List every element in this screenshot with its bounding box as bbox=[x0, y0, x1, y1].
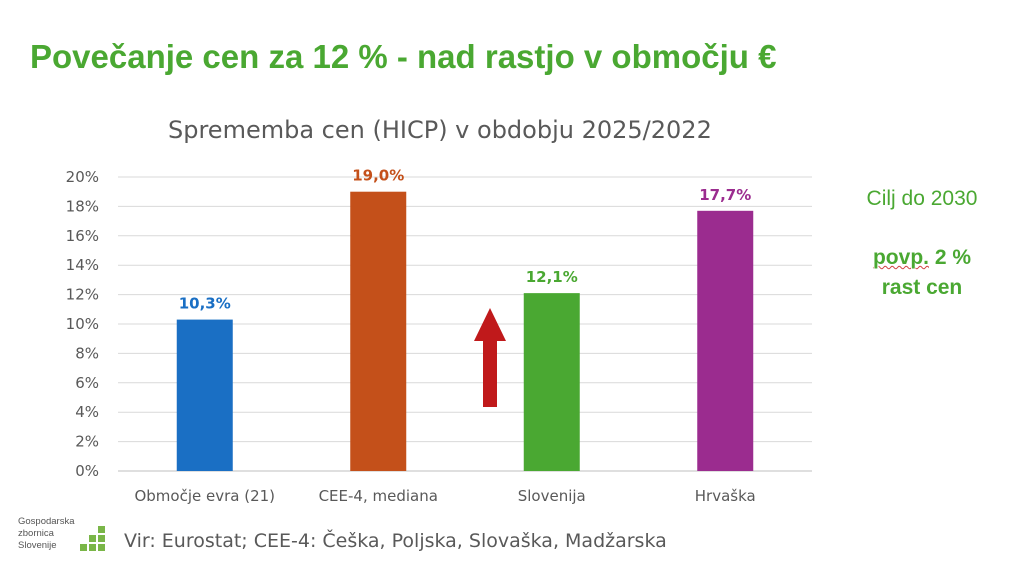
y-tick-label: 4% bbox=[75, 403, 99, 421]
y-axis-tick-labels: 0% 2% 4% 6% 8% 10% 12% 14% 16% 18% 20% bbox=[66, 168, 99, 480]
chart-title: Sprememba cen (HICP) v obdobju 2025/2022 bbox=[168, 116, 712, 144]
bar bbox=[697, 210, 754, 471]
bar-value-label: 19,0% bbox=[352, 167, 404, 185]
y-tick-label: 12% bbox=[66, 286, 99, 304]
company-logo: Gospodarska zbornica Slovenije bbox=[18, 516, 105, 560]
up-arrow-icon bbox=[474, 308, 506, 407]
bar-value-label: 12,1% bbox=[526, 268, 578, 286]
x-tick-label: Hrvaška bbox=[695, 487, 756, 505]
logo-line-2: zbornica bbox=[18, 528, 54, 539]
bar bbox=[523, 293, 580, 471]
x-axis-category-labels: Območje evra (21) CEE-4, mediana Slovenija… bbox=[134, 487, 755, 505]
y-tick-label: 18% bbox=[66, 197, 99, 215]
bar-value-label: 10,3% bbox=[179, 295, 231, 313]
source-note: Vir: Eurostat; CEE-4: Češka, Poljska, Sl… bbox=[124, 530, 667, 552]
logo-text: Gospodarska zbornica Slovenije bbox=[18, 516, 75, 552]
goal-value: povp. 2 % bbox=[842, 246, 1002, 270]
x-tick-label: Območje evra (21) bbox=[134, 487, 275, 505]
slide-title: Povečanje cen za 12 % - nad rastjo v obm… bbox=[30, 38, 777, 75]
y-tick-label: 0% bbox=[75, 462, 99, 480]
goal-title: Cilj do 2030 bbox=[866, 187, 978, 210]
bar bbox=[350, 191, 407, 471]
y-tick-label: 6% bbox=[75, 374, 99, 392]
logo-grid-icon bbox=[80, 526, 106, 552]
logo-line-3: Slovenije bbox=[18, 540, 57, 551]
x-tick-label: CEE-4, mediana bbox=[319, 487, 438, 505]
goal-subtitle: rast cen bbox=[881, 276, 963, 299]
logo-line-1: Gospodarska bbox=[18, 516, 75, 527]
y-tick-label: 10% bbox=[66, 315, 99, 333]
y-tick-label: 14% bbox=[66, 256, 99, 274]
chart-gridlines bbox=[118, 176, 812, 472]
y-tick-label: 20% bbox=[66, 168, 99, 186]
y-tick-label: 2% bbox=[75, 433, 99, 451]
goal-value-number: 2 % bbox=[928, 246, 972, 269]
chart-bars bbox=[176, 191, 754, 471]
bar-value-label: 17,7% bbox=[699, 186, 751, 204]
bar-value-labels: 10,3% 19,0% 12,1% 17,7% bbox=[179, 167, 752, 313]
y-tick-label: 16% bbox=[66, 227, 99, 245]
bar bbox=[176, 319, 233, 471]
x-tick-label: Slovenija bbox=[518, 487, 586, 505]
goal-value-abbrev: povp. bbox=[872, 246, 929, 269]
y-tick-label: 8% bbox=[75, 344, 99, 362]
